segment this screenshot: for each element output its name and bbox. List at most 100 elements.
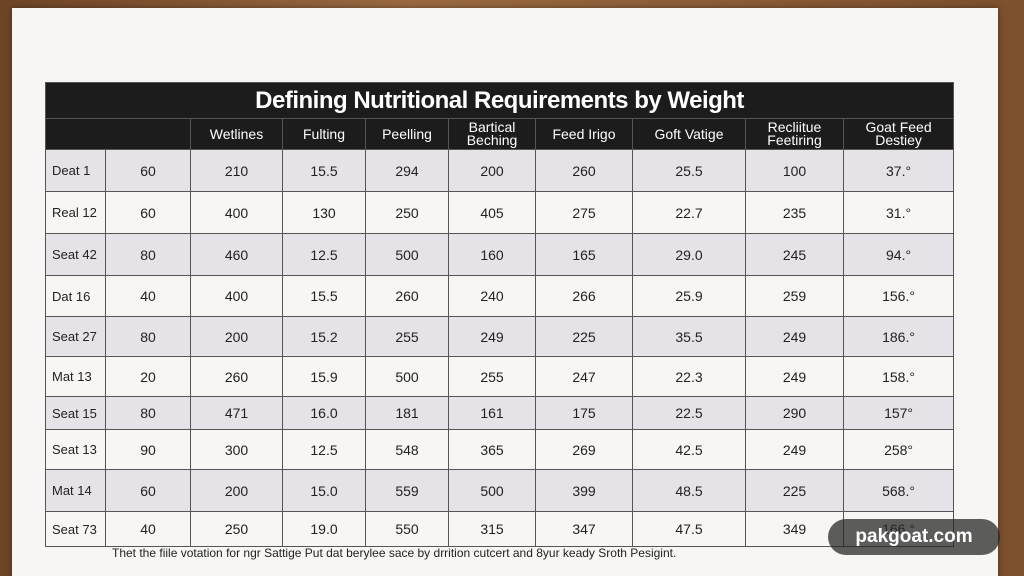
cell: 250 — [190, 511, 283, 547]
cell: 158.° — [842, 356, 955, 397]
cell: 294 — [365, 149, 449, 192]
cell: 157° — [842, 396, 955, 430]
cell: 200 — [190, 316, 283, 357]
cell: 249 — [745, 316, 844, 357]
row-label: Mat 14 — [45, 469, 106, 512]
column-header: Bartical Beching — [448, 118, 536, 150]
watermark: pakgoat.com — [828, 519, 1000, 555]
cell: 349 — [745, 511, 844, 547]
table-row: Seat 13 90 300 12.5 548 365 269 42.5 249 258° — [45, 429, 955, 470]
column-header: Feed Irigo — [535, 118, 633, 150]
cell: 156.° — [842, 275, 955, 317]
cell: 15.5 — [282, 149, 366, 192]
cell: 94.° — [842, 233, 955, 276]
column-header: Goft Vatige — [632, 118, 746, 150]
cell: 400 — [190, 275, 283, 317]
cell: 258° — [842, 429, 955, 470]
cell: 247 — [535, 356, 633, 397]
cell: 260 — [535, 149, 633, 192]
cell: 405 — [448, 191, 536, 234]
row-label: Seat 73 — [45, 511, 106, 547]
cell: 315 — [448, 511, 536, 547]
cell: 275 — [535, 191, 633, 234]
cell: 80 — [105, 396, 191, 430]
cell: 12.5 — [282, 233, 366, 276]
cell: 22.3 — [632, 356, 746, 397]
cell: 399 — [535, 469, 633, 512]
cell: 548 — [365, 429, 449, 470]
row-label: Seat 15 — [45, 396, 106, 430]
cell: 500 — [448, 469, 536, 512]
table-title: Defining Nutritional Requirements by Wei… — [44, 82, 955, 119]
cell: 15.5 — [282, 275, 366, 317]
cell: 210 — [190, 149, 283, 192]
footer-note: Thet the fiile votation for ngr Sattige … — [112, 546, 677, 560]
row-label: Seat 13 — [45, 429, 106, 470]
column-header: Peelling — [365, 118, 449, 150]
cell: 100 — [745, 149, 844, 192]
cell: 42.5 — [632, 429, 746, 470]
cell: 500 — [365, 356, 449, 397]
paper: Defining Nutritional Requirements by Wei… — [12, 8, 998, 576]
cell: 165 — [535, 233, 633, 276]
cell: 259 — [745, 275, 844, 317]
table-row: Mat 14 60 200 15.0 559 500 399 48.5 225 568.° — [45, 469, 955, 512]
cell: 269 — [535, 429, 633, 470]
cell: 255 — [448, 356, 536, 397]
cell: 15.0 — [282, 469, 366, 512]
cell: 225 — [535, 316, 633, 357]
cell: 500 — [365, 233, 449, 276]
cell: 250 — [365, 191, 449, 234]
cell: 15.9 — [282, 356, 366, 397]
cell: 161 — [448, 396, 536, 430]
cell: 245 — [745, 233, 844, 276]
cell: 249 — [745, 429, 844, 470]
cell: 80 — [105, 233, 191, 276]
cell: 300 — [190, 429, 283, 470]
cell: 240 — [448, 275, 536, 317]
row-label: Deat 1 — [45, 149, 106, 192]
cell: 15.2 — [282, 316, 366, 357]
cell: 260 — [365, 275, 449, 317]
cell: 60 — [105, 149, 191, 192]
cell: 568.° — [842, 469, 955, 512]
cell: 40 — [105, 511, 191, 547]
cell: 29.0 — [632, 233, 746, 276]
table-row: Real 12 60 400 130 250 405 275 22.7 235 31.° — [45, 191, 955, 234]
cell: 20 — [105, 356, 191, 397]
cell: 130 — [282, 191, 366, 234]
row-label: Seat 27 — [45, 316, 106, 357]
cell: 400 — [190, 191, 283, 234]
table-row: Deat 1 60 210 15.5 294 200 260 25.5 100 37.° — [45, 149, 955, 192]
table-row: Dat 16 40 400 15.5 260 240 266 25.9 259 156.° — [45, 275, 955, 317]
cell: 225 — [745, 469, 844, 512]
cell: 25.5 — [632, 149, 746, 192]
row-label: Seat 42 — [45, 233, 106, 276]
cell: 80 — [105, 316, 191, 357]
cell: 22.7 — [632, 191, 746, 234]
cell: 16.0 — [282, 396, 366, 430]
cell: 22.5 — [632, 396, 746, 430]
cell: 35.5 — [632, 316, 746, 357]
row-label: Dat 16 — [45, 275, 106, 317]
cell: 48.5 — [632, 469, 746, 512]
cell: 365 — [448, 429, 536, 470]
cell: 37.° — [842, 149, 955, 192]
cell: 90 — [105, 429, 191, 470]
cell: 559 — [365, 469, 449, 512]
table-row: Seat 42 80 460 12.5 500 160 165 29.0 245 94.° — [45, 233, 955, 276]
cell: 249 — [745, 356, 844, 397]
cell: 31.° — [842, 191, 955, 234]
table-row: Mat 13 20 260 15.9 500 255 247 22.3 249 158.° — [45, 356, 955, 397]
cell: 460 — [190, 233, 283, 276]
cell: 60 — [105, 191, 191, 234]
column-header: Fulting — [282, 118, 366, 150]
column-header: Goat Feed Destiey — [842, 118, 955, 150]
cell: 175 — [535, 396, 633, 430]
cell: 200 — [190, 469, 283, 512]
cell: 47.5 — [632, 511, 746, 547]
cell: 200 — [448, 149, 536, 192]
cell: 260 — [190, 356, 283, 397]
